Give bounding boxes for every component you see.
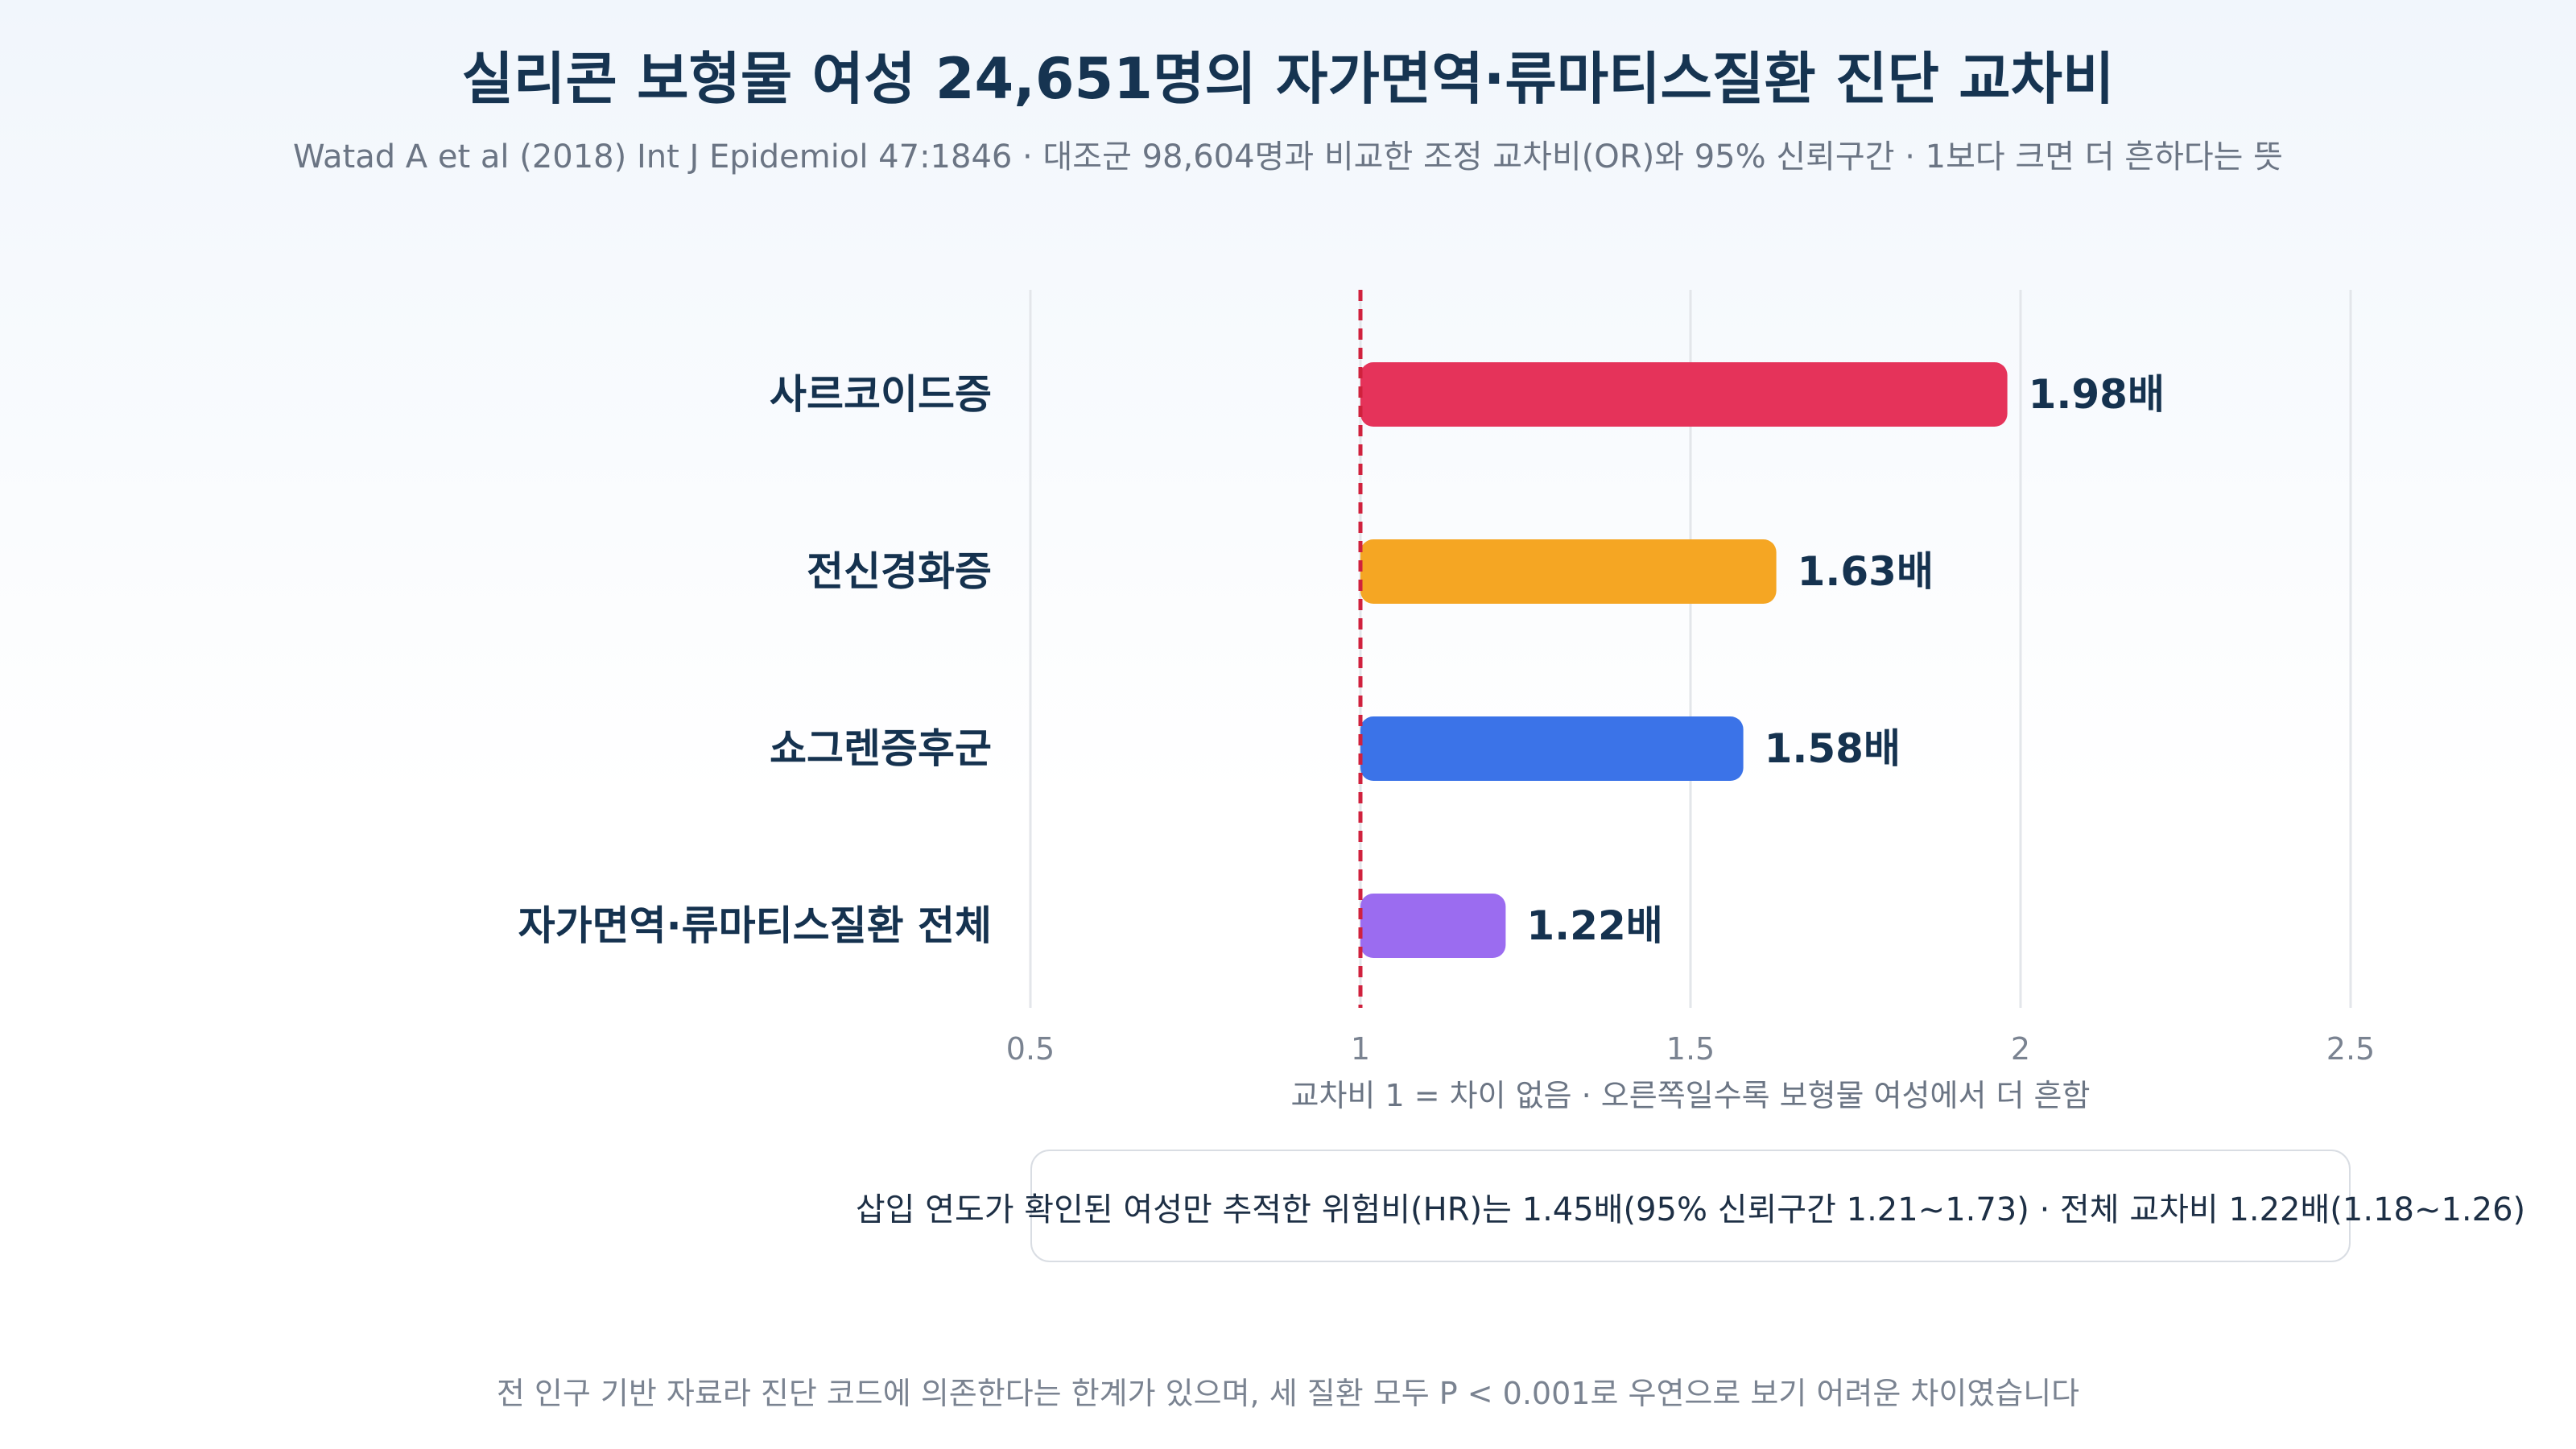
bar	[1360, 539, 1777, 604]
bar	[1360, 894, 1506, 958]
x-tick-label: 2	[2011, 1031, 2030, 1067]
value-label: 1.22배	[1526, 902, 1662, 949]
value-label: 1.58배	[1765, 725, 1901, 772]
x-axis-label: 교차비 1 = 차이 없음 · 오른쪽일수록 보형물 여성에서 더 흔함	[1290, 1078, 2091, 1113]
chart-title: 실리콘 보형물 여성 24,651명의 자가면역·류마티스질환 진단 교차비	[461, 46, 2115, 112]
category-label: 전신경화증	[807, 548, 992, 595]
footnote: 전 인구 기반 자료라 진단 코드에 의존한다는 한계가 있으며, 세 질환 모…	[496, 1376, 2080, 1411]
x-tick-label: 1	[1351, 1031, 1370, 1067]
category-label: 사르코이드증	[770, 371, 992, 418]
x-tick-label: 1.5	[1666, 1031, 1715, 1067]
value-label: 1.98배	[2029, 371, 2165, 418]
bar	[1360, 362, 2008, 427]
x-tick-label: 0.5	[1006, 1031, 1055, 1067]
category-label: 쇼그렌증후군	[770, 725, 992, 772]
hazard-ratio-note: 삽입 연도가 확인된 여성만 추적한 위험비(HR)는 1.45배(95% 신뢰…	[855, 1191, 2526, 1228]
chart-subtitle: Watad A et al (2018) Int J Epidemiol 47:…	[293, 138, 2283, 175]
value-label: 1.63배	[1798, 548, 1934, 595]
hazard-ratio-note-box	[1030, 1150, 2351, 1262]
bar	[1360, 716, 1744, 781]
x-tick-label: 2.5	[2326, 1031, 2375, 1067]
category-label: 자가면역·류마티스질환 전체	[518, 902, 992, 949]
